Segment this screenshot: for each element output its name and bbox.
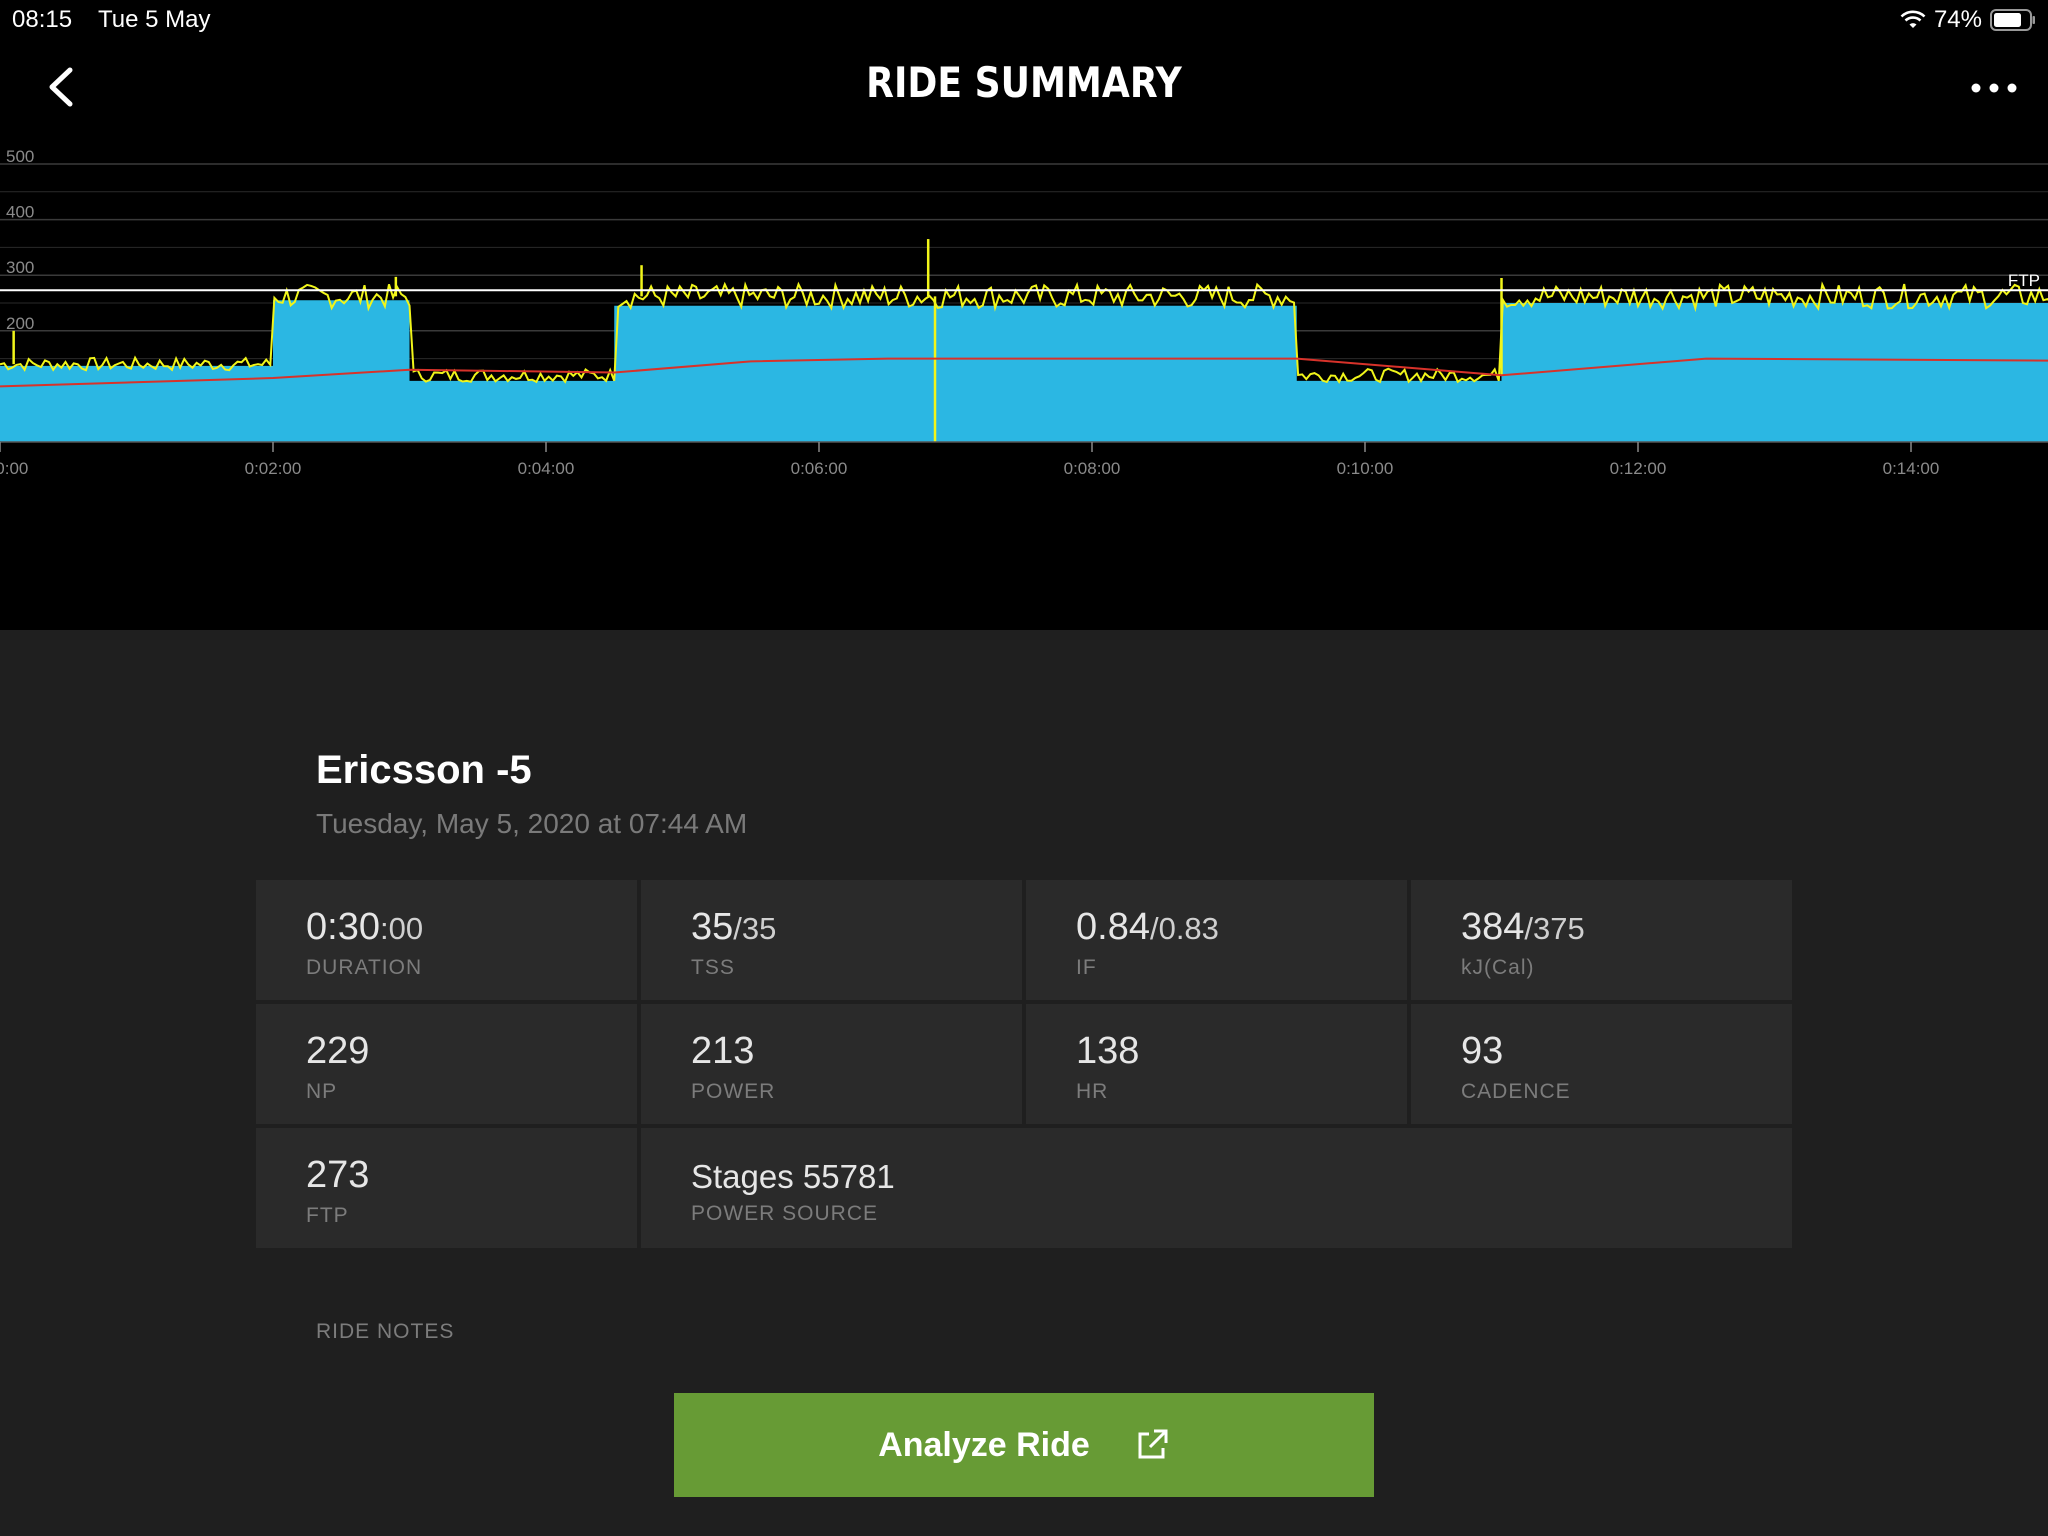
heart-rate-line — [0, 357, 2048, 388]
stat-hr-label: HR — [1076, 1080, 1109, 1103]
battery-percent: 74% — [1933, 6, 1982, 33]
stat-kj-value: 384/375 — [1461, 906, 1585, 949]
stats-grid: 0:30:00 DURATION 35/35 TSS 0.84/0.83 IF … — [256, 880, 1792, 1248]
x-tick-label: 0:06:00 — [791, 459, 848, 478]
stat-if-label: IF — [1076, 956, 1097, 979]
stat-power-source-label: POWER SOURCE — [691, 1202, 879, 1225]
page-title: RIDE SUMMARY — [866, 58, 1182, 107]
stat-np-label: NP — [306, 1080, 338, 1103]
ride-notes-label: RIDE NOTES — [316, 1320, 455, 1343]
status-indicators: 74% — [1900, 6, 2036, 34]
x-tick-label: 0:14:00 — [1883, 459, 1940, 478]
back-button[interactable] — [38, 62, 88, 112]
stat-cadence-label: CADENCE — [1461, 1080, 1571, 1103]
analyze-ride-button[interactable]: Analyze Ride — [674, 1393, 1374, 1497]
stat-np-value: 229 — [306, 1030, 370, 1072]
x-tick-label: 0:04:00 — [518, 459, 575, 478]
status-bar: 08:15 Tue 5 May 74% — [0, 0, 2048, 40]
more-options-button[interactable] — [1966, 68, 2022, 108]
nav-bar: RIDE SUMMARY — [0, 40, 2048, 150]
stat-kj: 384/375 kJ(Cal) — [1411, 880, 1792, 1000]
ride-date: Tuesday, May 5, 2020 at 07:44 AM — [316, 808, 748, 839]
wifi-icon — [1900, 10, 1926, 28]
target-power-area — [0, 300, 2048, 442]
stat-ftp: 273 FTP — [256, 1128, 637, 1248]
x-tick-label: 0:00:00 — [0, 459, 28, 478]
stat-kj-label: kJ(Cal) — [1461, 956, 1535, 979]
x-tick-label: 0:08:00 — [1064, 459, 1121, 478]
status-time: 08:15 — [12, 6, 73, 33]
stat-if-main: 0.84 — [1076, 906, 1150, 948]
y-tick-label: 500 — [6, 150, 34, 166]
stat-duration: 0:30:00 DURATION — [256, 880, 637, 1000]
stat-duration-main: 0:30 — [306, 906, 380, 948]
stat-power-value: 213 — [691, 1030, 755, 1072]
stat-duration-label: DURATION — [306, 956, 423, 979]
stat-power-source: Stages 55781 POWER SOURCE — [641, 1128, 1792, 1248]
ftp-label: FTP — [2008, 271, 2040, 290]
stat-tss-value: 35/35 — [691, 906, 776, 949]
stat-power: 213 POWER — [641, 1004, 1022, 1124]
stat-if-value: 0.84/0.83 — [1076, 906, 1219, 949]
y-tick-label: 300 — [6, 258, 34, 277]
analyze-ride-label: Analyze Ride — [878, 1425, 1090, 1464]
stat-power-source-value: Stages 55781 — [691, 1158, 895, 1195]
stat-kj-sub: /375 — [1524, 911, 1585, 946]
external-link-icon — [1138, 1429, 1168, 1459]
chevron-left-icon — [49, 67, 73, 107]
stat-np: 229 NP — [256, 1004, 637, 1124]
stat-power-label: POWER — [691, 1080, 776, 1103]
stat-duration-sub: :00 — [379, 911, 424, 946]
stat-if: 0.84/0.83 IF — [1026, 880, 1407, 1000]
y-tick-label: 200 — [6, 314, 34, 333]
stat-ftp-label: FTP — [306, 1204, 349, 1227]
stat-cadence: 93 CADENCE — [1411, 1004, 1792, 1124]
y-tick-label: 400 — [6, 203, 34, 222]
stat-duration-value: 0:30:00 — [306, 906, 423, 949]
stat-hr-value: 138 — [1076, 1030, 1140, 1072]
stat-kj-main: 384 — [1461, 906, 1525, 948]
power-chart-svg: 500 400 300 200 FTP 0:00:00 0:02:00 0:04:00 0:06… — [0, 150, 2048, 478]
stat-ftp-value: 273 — [306, 1154, 370, 1196]
status-date: Tue 5 May — [98, 6, 211, 33]
stat-hr: 138 HR — [1026, 1004, 1407, 1124]
stat-tss-sub: /35 — [733, 911, 777, 946]
ellipsis-icon — [1971, 83, 2017, 93]
stat-if-sub: /0.83 — [1149, 911, 1219, 946]
ride-name: Ericsson -5 — [316, 748, 532, 792]
x-tick-label: 0:12:00 — [1610, 459, 1667, 478]
stat-tss: 35/35 TSS — [641, 880, 1022, 1000]
stat-tss-main: 35 — [691, 906, 734, 948]
battery-icon — [1990, 9, 2035, 31]
stat-cadence-value: 93 — [1461, 1030, 1504, 1072]
x-tick-label: 0:02:00 — [245, 459, 302, 478]
power-chart[interactable]: 500 400 300 200 FTP 0:00:00 0:02:00 0:04:00 0:06… — [0, 150, 2048, 630]
x-tick-label: 0:10:00 — [1337, 459, 1394, 478]
stat-tss-label: TSS — [691, 956, 735, 979]
